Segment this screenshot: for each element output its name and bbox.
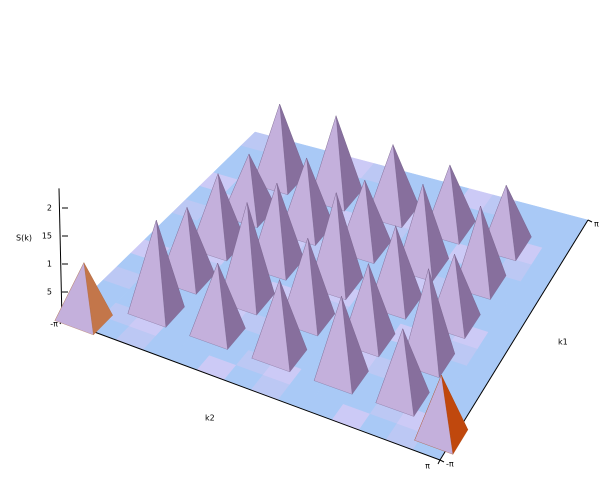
peak-face bbox=[219, 202, 257, 316]
x-tick bbox=[437, 459, 441, 465]
z-tick-label: 2 bbox=[47, 204, 52, 213]
z-tick-label: 5 bbox=[47, 288, 52, 297]
peak-face bbox=[414, 374, 454, 455]
peak-face bbox=[54, 262, 94, 336]
z-axis bbox=[58, 188, 63, 321]
x-axis-label: k2 bbox=[205, 414, 215, 423]
z-axis-label: S(k) bbox=[16, 234, 32, 243]
x-axis bbox=[61, 319, 441, 461]
y-tick bbox=[439, 459, 445, 463]
peak-face bbox=[375, 328, 415, 417]
y-tick-label: -π bbox=[446, 460, 454, 469]
z-tick-label: 1 bbox=[47, 260, 52, 269]
peak-face bbox=[251, 279, 291, 373]
y-tick-label: π bbox=[594, 220, 599, 229]
peak-face bbox=[313, 296, 353, 395]
x-tick-label: π bbox=[425, 462, 430, 471]
x-tick-label: -π bbox=[50, 320, 58, 329]
y-axis-label: k1 bbox=[558, 338, 568, 347]
peak-face bbox=[189, 263, 228, 350]
peak-face bbox=[252, 103, 288, 195]
peak-face bbox=[127, 220, 167, 328]
y-axis bbox=[439, 219, 589, 461]
z-tick-label: 15 bbox=[42, 232, 52, 241]
y-tick bbox=[587, 219, 593, 223]
